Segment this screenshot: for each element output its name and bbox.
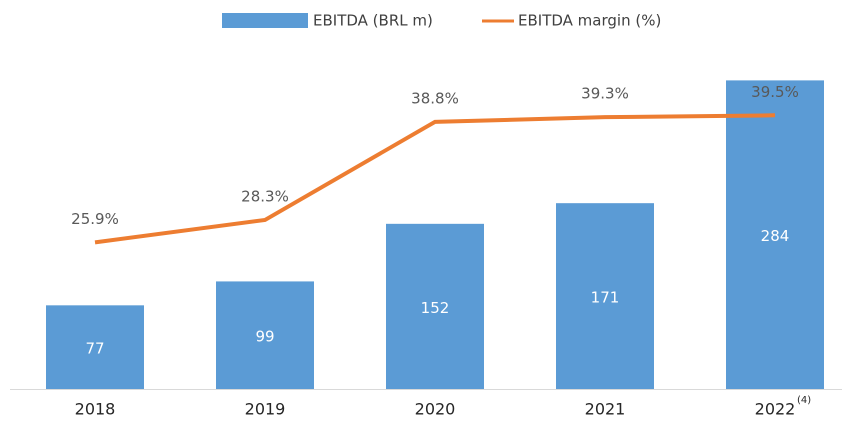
bar-value-label: 171 [591,289,620,307]
bar [556,203,654,389]
bar-value-label: 284 [761,227,790,245]
bar [46,305,144,389]
bar-value-label: 77 [85,340,104,358]
line-value-label: 25.9% [71,210,119,228]
bar [726,80,824,390]
x-tick-label: 2022 [755,400,796,419]
line-value-label: 39.3% [581,85,629,103]
line-value-label: 28.3% [241,187,289,205]
bar [216,281,314,389]
legend-swatch [222,13,308,28]
x-tick-label: 2018 [75,400,116,419]
x-tick-label: 2019 [245,400,286,419]
line-value-label: 39.5% [751,83,799,101]
bar-value-label: 152 [421,299,450,317]
legend-label: EBITDA margin (%) [518,12,661,30]
bar-value-label: 99 [255,328,274,346]
bar [386,223,484,389]
x-tick-label: 2021 [585,400,626,419]
annotation: (4) [797,395,811,406]
line [94,113,776,245]
x-tick-label: 2020 [415,400,456,419]
legend-label: EBITDA (BRL m) [313,12,433,30]
line-value-label: 38.8% [411,89,459,107]
